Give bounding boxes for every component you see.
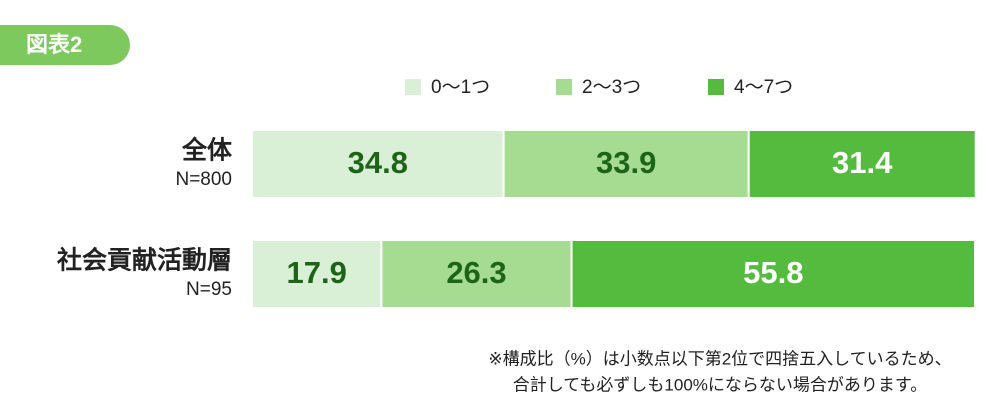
value-label: 17.9 bbox=[287, 255, 347, 290]
value-label: 26.3 bbox=[446, 255, 506, 290]
note: ※構成比（%）は小数点以下第2位で四捨五入しているため、 bbox=[488, 349, 951, 368]
bar-segment bbox=[570, 239, 976, 309]
note: 合計しても必ずしも100%にならない場合があります。 bbox=[513, 375, 927, 394]
bar-segment bbox=[747, 129, 977, 199]
legend-label: 4～7つ bbox=[734, 77, 793, 98]
legend-label: 0～1つ bbox=[431, 77, 490, 98]
value-label: 31.4 bbox=[832, 145, 893, 180]
value-label: 55.8 bbox=[743, 255, 803, 290]
category-label: 全体 bbox=[181, 136, 233, 165]
category-subtitle: N=800 bbox=[175, 169, 232, 190]
bar-segment bbox=[380, 239, 573, 309]
category-subtitle: N=95 bbox=[186, 279, 232, 300]
legend-label: 2～3つ bbox=[582, 77, 641, 98]
value-label: 33.9 bbox=[596, 145, 656, 180]
legend-swatch bbox=[556, 79, 572, 95]
value-label: 34.8 bbox=[348, 145, 408, 180]
badge: 図表2 bbox=[26, 32, 82, 57]
category-label: 社会貢献活動層 bbox=[57, 246, 232, 275]
badge-bg bbox=[0, 25, 130, 65]
legend-swatch bbox=[708, 79, 724, 95]
bar-segment bbox=[502, 129, 750, 199]
legend-swatch bbox=[405, 79, 421, 95]
